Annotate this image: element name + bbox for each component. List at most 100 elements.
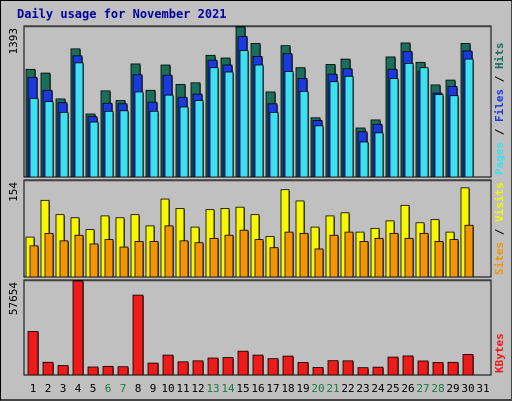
x-tick-day-1: 1 [30,382,37,395]
kbytes-bar-day-6 [102,365,114,376]
y-max-label-visits-sites: 154 [7,182,20,202]
x-tick-day-15: 15 [236,382,249,395]
sites-bar-day-25 [389,232,399,278]
sites-bar-day-3 [59,240,69,278]
sites-bar-day-1 [29,245,39,278]
kbytes-bar-day-11 [177,361,189,376]
x-tick-day-25: 25 [386,382,399,395]
pages-bar-day-19 [299,90,309,178]
sites-bar-day-27 [419,232,429,278]
x-tick-day-29: 29 [446,382,459,395]
kbytes-bar-day-21 [327,360,339,376]
sites-bar-day-30 [464,224,474,278]
x-tick-day-14: 14 [221,382,235,395]
sites-bar-day-22 [344,231,354,278]
kbytes-bar-day-4 [72,280,84,376]
legend-hits-files-pages: Pages / Files / Hits [493,43,506,176]
x-tick-day-20: 20 [311,382,324,395]
kbytes-bar-day-5 [87,366,99,376]
pages-bar-day-12 [194,100,204,178]
sites-bar-day-4 [74,234,84,278]
legend-entry-visits: Visits [493,182,506,222]
kbytes-bar-day-3 [57,365,69,376]
kbytes-bar-day-1 [27,331,39,376]
pages-bar-day-1 [29,97,39,178]
kbytes-bar-day-26 [402,355,414,376]
x-tick-day-16: 16 [251,382,264,395]
kbytes-bar-day-9 [147,362,159,376]
legend-kbytes: KBytes [493,333,506,373]
kbytes-bar-day-22 [342,360,354,376]
x-tick-day-6: 6 [105,382,112,395]
pages-bar-day-27 [419,67,429,178]
kbytes-bar-day-7 [117,366,129,376]
pages-bar-day-22 [344,75,354,178]
pages-bar-day-2 [44,101,54,178]
kbytes-bar-day-27 [417,360,429,376]
x-tick-day-4: 4 [75,382,82,395]
pages-bar-day-11 [179,106,189,178]
sites-bar-day-2 [44,232,54,278]
x-tick-day-19: 19 [296,382,309,395]
sites-bar-day-15 [239,229,249,278]
x-tick-day-10: 10 [161,382,174,395]
kbytes-bar-day-12 [192,360,204,376]
x-tick-day-28: 28 [431,382,444,395]
x-tick-day-23: 23 [356,382,369,395]
pages-bar-day-17 [269,111,279,178]
legend-entry-kbytes: KBytes [493,333,506,373]
kbytes-bar-day-30 [462,354,474,376]
sites-bar-day-20 [314,248,324,278]
page-title: Daily usage for November 2021 [17,7,227,21]
pages-bar-day-14 [224,71,234,178]
kbytes-bar-day-16 [252,354,264,376]
kbytes-bar-day-29 [447,361,459,376]
sites-bar-day-26 [404,237,414,278]
pages-bar-day-30 [464,58,474,178]
sites-bar-day-28 [434,241,444,278]
x-tick-day-7: 7 [120,382,127,395]
y-max-label-hits-files-pages: 1393 [7,28,20,55]
pages-bar-day-16 [254,64,264,178]
sites-bar-day-16 [254,239,264,278]
pages-bar-day-9 [149,110,159,178]
sites-bar-day-21 [329,234,339,278]
sites-bar-day-11 [179,240,189,278]
sites-bar-day-12 [194,242,204,278]
kbytes-bar-day-25 [387,356,399,376]
sites-bar-day-14 [224,234,234,278]
pages-bar-day-7 [119,110,129,178]
pages-bar-day-15 [239,50,249,178]
pages-bar-day-21 [329,81,339,178]
pages-bar-day-3 [59,111,69,178]
kbytes-bar-day-20 [312,367,324,376]
kbytes-bar-day-2 [42,361,54,376]
x-tick-day-24: 24 [371,382,385,395]
sites-bar-day-5 [89,243,99,278]
legend-entry-sites: Sites [493,242,506,275]
pages-bar-day-4 [74,62,84,178]
pages-bar-day-24 [374,132,384,178]
x-tick-day-2: 2 [45,382,52,395]
sites-bar-day-18 [284,231,294,278]
pages-bar-day-5 [89,121,99,178]
pages-bar-day-20 [314,125,324,178]
x-tick-day-3: 3 [60,382,67,395]
sites-bar-day-29 [449,239,459,278]
sites-bar-day-6 [104,239,114,278]
x-tick-day-31: 31 [476,382,489,395]
sites-bar-day-10 [164,225,174,278]
legend-entry-pages: Pages [493,142,506,175]
sites-bar-day-23 [359,241,369,278]
sites-bar-day-9 [149,241,159,278]
kbytes-bar-day-15 [237,350,249,376]
kbytes-bar-day-10 [162,354,174,376]
kbytes-bar-day-19 [297,362,309,376]
kbytes-bar-day-18 [282,355,294,376]
sites-bar-day-19 [299,232,309,278]
pages-bar-day-29 [449,95,459,178]
legend-visits-sites: Sites / Visits [493,182,506,275]
x-tick-day-18: 18 [281,382,294,395]
x-tick-day-8: 8 [135,382,142,395]
